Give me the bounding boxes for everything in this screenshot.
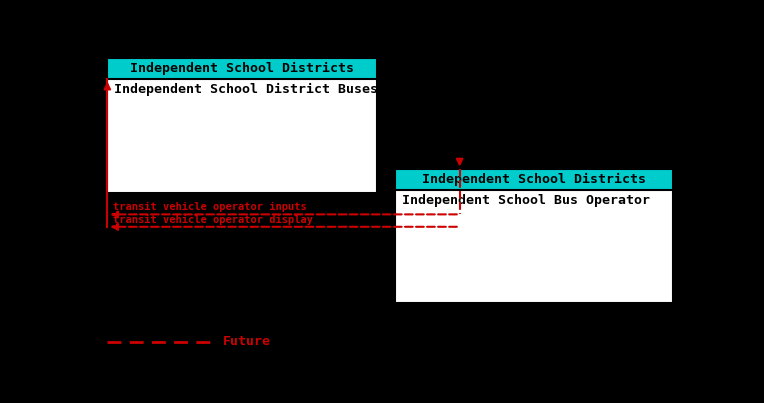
Text: transit vehicle operator inputs: transit vehicle operator inputs [113,202,307,212]
Bar [107,58,377,79]
Text: Future: Future [223,335,270,348]
Bar [394,169,673,303]
Text: Independent School Districts: Independent School Districts [130,62,354,75]
Text: Independent School Districts: Independent School Districts [422,173,646,187]
Text: transit vehicle operator display: transit vehicle operator display [113,215,313,225]
Text: Independent School Bus Operator: Independent School Bus Operator [402,194,649,207]
Text: Independent School District Buses: Independent School District Buses [115,83,378,96]
Bar [394,169,673,191]
Bar [107,58,377,193]
